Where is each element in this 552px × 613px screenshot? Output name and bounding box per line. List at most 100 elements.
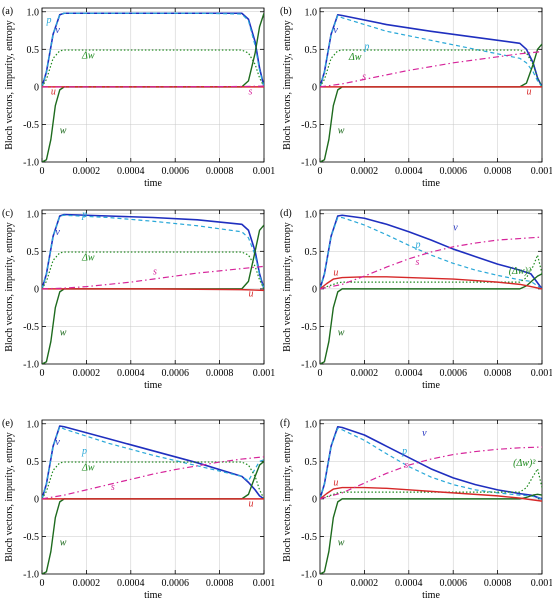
x-tick-label: 0.0002 — [73, 166, 101, 177]
x-tick-label: 0.0008 — [206, 368, 234, 379]
y-axis-label: Bloch vectors, impurity, entropy — [4, 432, 15, 562]
curve-label-w: w — [60, 537, 67, 548]
curve-label-s: s — [153, 267, 157, 278]
y-tick-label: 0 — [34, 82, 39, 93]
series-line-s — [42, 265, 264, 290]
chart-panel: 0 0.0002 0.0004 0.0006 0.0008 0.001 -1.0 -0.5 0 0… — [280, 208, 552, 391]
curve-label-p: p — [45, 15, 51, 26]
y-tick-label: 1.0 — [305, 209, 318, 220]
x-axis-label: time — [144, 178, 162, 189]
x-axis-label: time — [144, 380, 162, 391]
panel-label: (c) — [2, 208, 13, 219]
x-tick-label: 0 — [318, 578, 323, 589]
curve-label-s: s — [415, 257, 419, 268]
x-tick-label: 0.0008 — [206, 578, 234, 589]
curve-label-dw: (Δw)² — [513, 458, 536, 469]
y-tick-label: 0.5 — [27, 247, 40, 258]
y-tick-label: 1.0 — [27, 7, 40, 18]
curve-label-w: w — [60, 327, 67, 338]
curve-label-u: u — [526, 86, 531, 97]
x-tick-label: 0.0008 — [484, 166, 512, 177]
series-line-w — [42, 224, 264, 364]
y-tick-label: 0 — [312, 82, 317, 93]
series-line-p — [320, 216, 542, 290]
panel-label: (d) — [280, 208, 292, 219]
x-tick-label: 0.0002 — [351, 578, 379, 589]
curve-label-p: p — [401, 446, 407, 457]
curve-label-w: w — [338, 327, 345, 338]
y-tick-label: 1.0 — [305, 7, 318, 18]
y-tick-label: 0.5 — [305, 457, 318, 468]
x-tick-label: 0 — [318, 166, 323, 177]
series-line-dw — [320, 49, 542, 88]
y-axis-label: Bloch vectors, impurity, entropy — [4, 222, 15, 352]
y-tick-label: 0.5 — [305, 45, 318, 56]
x-tick-label: 0.001 — [253, 166, 276, 177]
x-tick-label: 0.001 — [531, 368, 552, 379]
x-tick-label: 0.001 — [253, 578, 276, 589]
curve-label-s: s — [111, 482, 115, 493]
series-line-p — [42, 214, 264, 290]
x-tick-label: 0.0004 — [395, 166, 423, 177]
x-tick-label: 0.0004 — [117, 166, 145, 177]
series-line-v — [42, 425, 264, 500]
y-tick-label: -0.5 — [23, 120, 39, 131]
panel-label: (f) — [280, 418, 290, 429]
series-line-s — [42, 456, 264, 500]
series-line-dw — [42, 251, 264, 290]
panel-label: (a) — [2, 6, 13, 17]
series-line-u — [320, 276, 542, 290]
curve-label-p: p — [363, 41, 369, 52]
x-tick-label: 0.0004 — [395, 578, 423, 589]
y-axis-label: Bloch vectors, impurity, entropy — [282, 432, 293, 562]
x-tick-label: 0.0004 — [395, 368, 423, 379]
y-tick-label: 0.5 — [27, 457, 40, 468]
plot-frame — [41, 209, 265, 365]
y-tick-label: 0 — [34, 494, 39, 505]
x-tick-label: 0 — [40, 166, 45, 177]
series-line-dw — [42, 461, 264, 500]
curve-label-p: p — [414, 240, 420, 251]
series-line-u — [42, 288, 264, 292]
x-axis-label: time — [422, 590, 440, 601]
y-tick-label: -1.0 — [301, 360, 317, 371]
series-line-u — [320, 486, 542, 502]
series-line-s — [320, 50, 542, 88]
curve-label-w: w — [338, 125, 345, 136]
y-axis-label: Bloch vectors, impurity, entropy — [282, 20, 293, 150]
curve-label-v: v — [453, 222, 458, 233]
x-tick-label: 0 — [40, 578, 45, 589]
curve-label-dw: Δw — [348, 52, 362, 63]
curve-label-w: w — [338, 537, 345, 548]
y-axis-label: Bloch vectors, impurity, entropy — [4, 20, 15, 150]
plot-frame — [41, 7, 265, 163]
chart-panel: 0 0.0002 0.0004 0.0006 0.0008 0.001 -1.0 -0.5 0 0… — [280, 6, 552, 189]
x-tick-label: 0.0002 — [73, 578, 101, 589]
y-tick-label: -0.5 — [301, 322, 317, 333]
curve-label-u: u — [51, 86, 56, 97]
curve-label-w: w — [60, 125, 67, 136]
series-line-dw — [42, 49, 264, 88]
x-tick-label: 0.0008 — [206, 166, 234, 177]
series-line-p — [42, 426, 264, 500]
curve-label-u: u — [248, 498, 253, 509]
x-tick-label: 0.0002 — [351, 166, 379, 177]
y-tick-label: -0.5 — [23, 532, 39, 543]
x-tick-label: 0.0006 — [161, 166, 189, 177]
series-line-dw — [320, 254, 542, 290]
curve-label-u: u — [333, 477, 338, 488]
series-line-s — [42, 85, 264, 88]
x-tick-label: 0.0006 — [161, 578, 189, 589]
x-tick-label: 0.0008 — [484, 578, 512, 589]
curve-label-v: v — [333, 25, 338, 36]
y-tick-label: 0.5 — [27, 45, 40, 56]
x-tick-label: 0.0006 — [439, 578, 467, 589]
series-line-w — [320, 273, 542, 364]
panel-label: (b) — [280, 6, 292, 17]
curve-label-v: v — [55, 437, 60, 448]
x-tick-label: 0.0006 — [439, 368, 467, 379]
y-tick-label: -1.0 — [301, 158, 317, 169]
curve-label-s: s — [404, 460, 408, 471]
